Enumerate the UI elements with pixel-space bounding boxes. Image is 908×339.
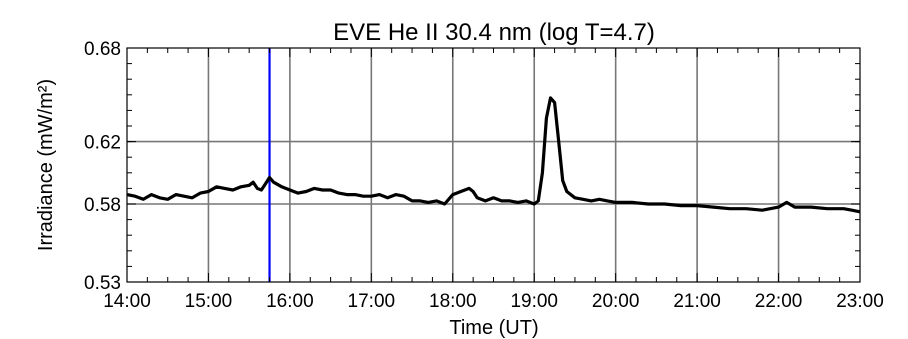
x-tick-label: 21:00 [673,291,721,312]
plot-frame [127,48,860,282]
x-axis-label: Time (UT) [449,317,538,339]
y-tick-label: 0.62 [84,133,121,154]
ticks [127,48,860,282]
x-tick-label: 18:00 [429,291,477,312]
x-tick-labels: 14:00 15:00 16:00 17:00 18:00 19:00 20:00 21:00… [103,291,884,312]
y-tick-labels: 0.53 0.58 0.62 0.68 [84,39,121,294]
y-tick-label: 0.68 [84,39,121,60]
x-tick-label: 19:00 [510,291,558,312]
grid [127,48,860,282]
chart-title: EVE He II 30.4 nm (log T=4.7) [333,19,655,46]
x-tick-label: 20:00 [592,291,640,312]
y-tick-label: 0.53 [84,273,121,294]
x-tick-label: 22:00 [755,291,803,312]
x-tick-label: 16:00 [266,291,314,312]
x-tick-label: 15:00 [185,291,233,312]
y-tick-label: 0.58 [84,195,121,216]
x-tick-label: 23:00 [836,291,884,312]
y-axis-label: Irradiance (mW/m²) [35,79,57,251]
series-line [127,98,860,212]
x-tick-label: 14:00 [103,291,151,312]
x-tick-label: 17:00 [348,291,396,312]
